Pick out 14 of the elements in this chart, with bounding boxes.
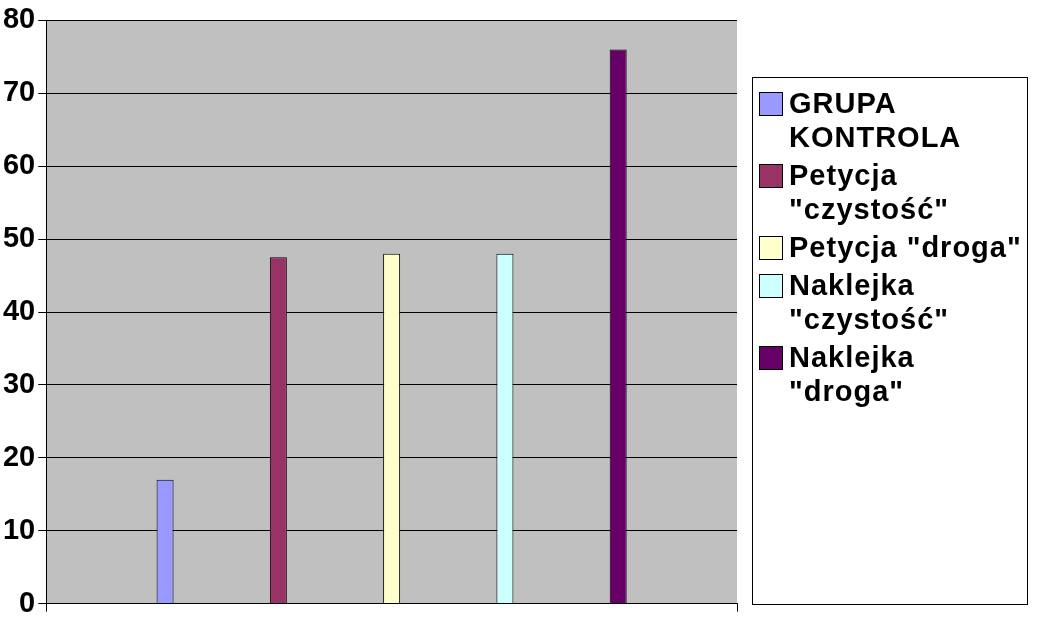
y-tick-label: 30 [2, 366, 36, 399]
legend-label: Naklejka "droga" [789, 340, 916, 408]
y-tick-label: 10 [2, 512, 36, 545]
y-tick-label: 70 [2, 75, 36, 108]
legend-label: GRUPA KONTROLA [789, 86, 963, 154]
y-tick-label: 50 [2, 221, 36, 254]
legend-label: Petycja "czystość" [789, 158, 950, 226]
y-tick-label: 80 [2, 2, 36, 35]
y-tick-label: 40 [2, 294, 36, 326]
legend-label: Naklejka "czystość" [789, 268, 950, 336]
legend-label: Petycja "droga" [789, 230, 1022, 264]
y-tick-label: 0 [19, 585, 36, 618]
y-tick-label: 20 [2, 439, 36, 472]
y-tick-label: 60 [2, 148, 36, 181]
